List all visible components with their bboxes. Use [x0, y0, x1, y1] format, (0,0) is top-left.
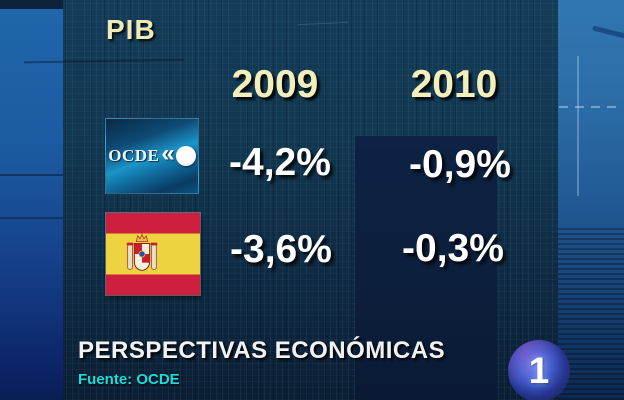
mini-chart-axis-line — [577, 56, 579, 196]
value-ocde-2010: -0,9% — [409, 143, 511, 186]
spain-coat-of-arms-icon — [126, 233, 158, 271]
column-header-2010: 2010 — [410, 63, 498, 106]
value-ocde-2009: -4,2% — [229, 141, 331, 184]
mini-chart-line-icon — [591, 25, 624, 40]
ocde-globe-icon — [175, 146, 196, 166]
column-header-2009: 2009 — [231, 63, 319, 106]
spain-flag — [106, 213, 200, 295]
value-spain-2010: -0,3% — [402, 227, 504, 270]
ocde-logo: OCDE « — [105, 118, 199, 194]
ocde-chevrons-icon: « — [161, 140, 175, 167]
decorative-line — [298, 21, 348, 26]
channel-digit: 1 — [528, 350, 550, 391]
page-title: PIB — [106, 14, 156, 45]
ocde-logo-text: OCDE — [108, 146, 160, 165]
source-caption: Fuente: OCDE — [78, 371, 180, 388]
headline: PERSPECTIVAS ECONÓMICAS — [78, 337, 446, 364]
column-2010-highlight-band — [355, 136, 497, 400]
left-blue-band — [0, 0, 63, 400]
value-spain-2009: -3,6% — [230, 228, 332, 271]
right-blue-band — [558, 0, 624, 400]
channel-logo: 1 — [508, 340, 570, 400]
mini-chart-dashed-line — [559, 106, 623, 108]
left-band-top-notch — [0, 0, 63, 9]
